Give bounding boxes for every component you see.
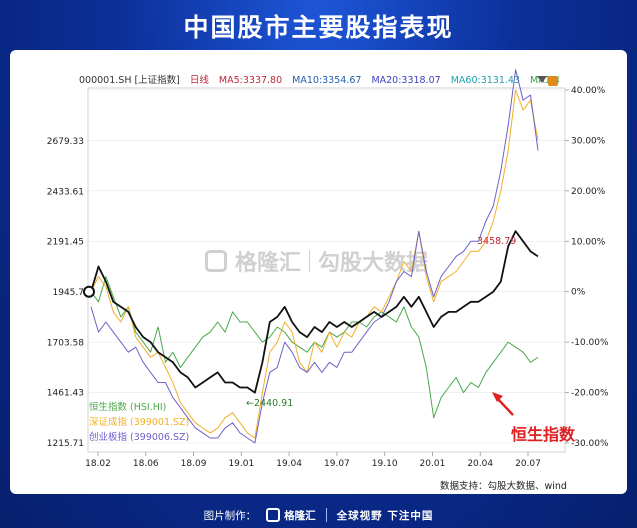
series-line-szse	[90, 89, 539, 439]
x-axis-label: 20.07	[515, 459, 541, 469]
right-axis-label: 0%	[571, 288, 586, 298]
page-title: 中国股市主要股指表现	[183, 13, 454, 42]
x-axis-label: 19.01	[228, 459, 254, 469]
left-axis-label: 1461.43	[47, 389, 84, 399]
right-axis-label: 20.00%	[571, 187, 606, 197]
x-axis-label: 18.06	[133, 459, 159, 469]
plot-area	[87, 87, 566, 453]
chevron-down-icon[interactable]	[537, 76, 547, 83]
right-axis-label: -30.00%	[571, 439, 609, 449]
series-line-shanghai	[90, 230, 539, 394]
x-axis-label: 20.04	[467, 459, 493, 469]
right-axis-label: -10.00%	[571, 338, 609, 348]
right-axis-label: -20.00%	[571, 389, 609, 399]
left-axis-label: 1703.58	[47, 338, 84, 348]
watermark-brand: 格隆汇	[235, 251, 302, 276]
ma10-label: MA10:3354.67	[292, 75, 362, 86]
series-line-hsi	[90, 276, 539, 419]
footer-divider	[325, 508, 327, 522]
x-axis-label: 20.01	[420, 459, 446, 469]
brand-logo-icon	[266, 508, 281, 522]
arrow-head-icon	[492, 392, 503, 402]
left-axis-label: 2433.61	[47, 187, 84, 197]
start-marker-icon	[83, 285, 95, 298]
data-source: 数据支持：勾股大数据、wind	[440, 481, 567, 492]
annotation-high: 3458.79	[477, 236, 516, 247]
watermark: 格隆汇 勾股大数据	[205, 245, 428, 277]
ma5-label: MA5:3337.80	[218, 75, 283, 86]
index-code[interactable]: 000001.SH [上证指数]	[79, 75, 180, 86]
period-label[interactable]: 日线	[189, 75, 209, 86]
brand-logo-icon	[205, 250, 227, 272]
legend-item-hsi: 恒生指数 (HSI.HI)	[89, 401, 166, 413]
series-line-chinext	[90, 69, 539, 444]
footer-brand: 格隆汇	[284, 509, 316, 522]
left-axis-label: 1215.71	[47, 439, 84, 449]
footer-slogan: 全球视野 下注中国	[336, 509, 434, 522]
legend-item-chinext: 创业板指 (399006.SZ)	[89, 431, 189, 443]
x-axis-label: 19.04	[276, 459, 302, 469]
chart-panel	[10, 50, 627, 494]
left-axis-label: 2191.45	[47, 238, 84, 248]
ma60-label: MA60:3131.43	[450, 75, 520, 86]
right-axis-label: 40.00%	[571, 86, 606, 96]
left-axis-label: 1945.7	[53, 288, 85, 298]
watermark-divider	[309, 250, 311, 272]
footer: 图片制作： 格隆汇 全球视野 下注中国	[0, 502, 637, 528]
x-axis-label: 19.10	[372, 459, 398, 469]
footer-logo: 格隆汇	[266, 508, 316, 523]
x-axis-label: 18.02	[85, 459, 111, 469]
footer-made-by: 图片制作：	[203, 509, 257, 522]
x-axis-label: 19.07	[324, 459, 350, 469]
annotation-low: ←2440.91	[246, 398, 293, 409]
left-axis-label: 2679.33	[47, 137, 84, 147]
right-axis-label: 30.00%	[571, 136, 606, 146]
hsi-callout-label: 恒生指数	[511, 425, 576, 444]
lock-icon[interactable]	[548, 76, 558, 86]
watermark-partner: 勾股大数据	[318, 251, 429, 276]
right-axis-label: 10.00%	[571, 237, 606, 247]
ma20-label: MA20:3318.07	[371, 75, 441, 86]
x-axis-label: 18.09	[181, 459, 207, 469]
legend-item-szse: 深证成指 (399001.SZ)	[89, 416, 189, 428]
